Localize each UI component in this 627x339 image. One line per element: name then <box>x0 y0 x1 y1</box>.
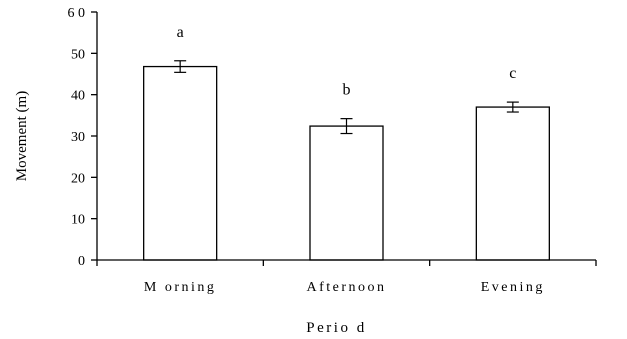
y-tick-label: 40 <box>71 89 85 104</box>
y-axis-title: Movement (m) <box>14 91 30 181</box>
bar <box>309 125 384 261</box>
y-axis-ticks: 0 10 20 30 40 50 6 0 <box>68 6 97 269</box>
y-tick-label: 30 <box>71 130 85 145</box>
x-category-label: M orning <box>144 280 217 295</box>
error-bars <box>174 60 519 135</box>
x-axis-categories: M orning Afternoon Evening <box>96 260 597 295</box>
y-tick-label: 10 <box>71 213 85 228</box>
y-tick-label: 20 <box>71 171 85 186</box>
significance-labels: a b c <box>177 24 517 99</box>
bar <box>475 106 550 261</box>
bar <box>143 65 218 261</box>
significance-label: c <box>509 65 516 82</box>
significance-label: a <box>177 24 184 41</box>
y-tick-label: 50 <box>71 47 85 62</box>
x-category-label: Afternoon <box>306 280 386 295</box>
x-category-label: Evening <box>481 280 545 295</box>
y-tick-label: 0 <box>78 254 85 269</box>
y-tick-label: 6 0 <box>68 6 86 21</box>
significance-label: b <box>343 82 351 99</box>
x-axis-title: Perio d <box>306 320 366 336</box>
